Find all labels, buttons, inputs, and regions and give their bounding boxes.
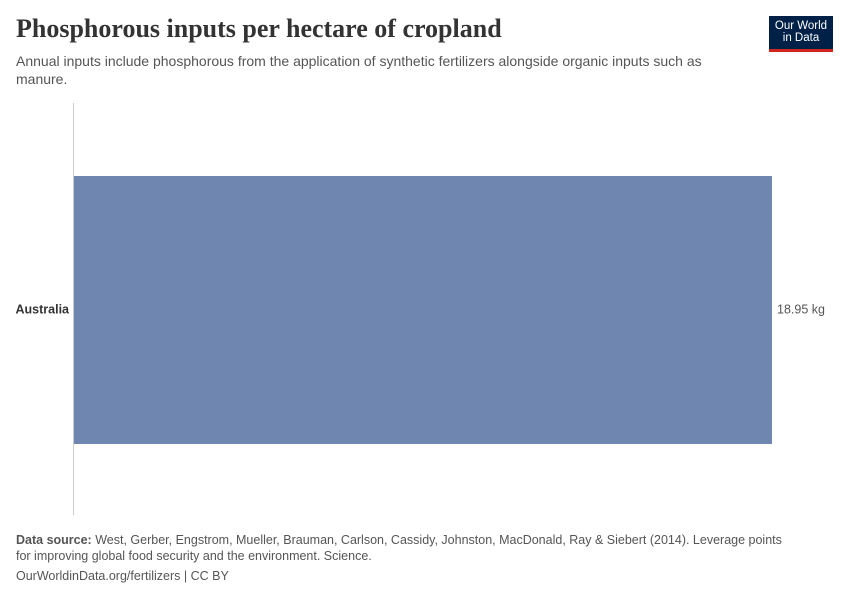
chart-title: Phosphorous inputs per hectare of cropla… bbox=[16, 14, 502, 43]
value-label: 18.95 kg bbox=[777, 302, 825, 316]
source-text: West, Gerber, Engstrom, Mueller, Brauman… bbox=[16, 533, 782, 563]
source: Data source: West, Gerber, Engstrom, Mue… bbox=[16, 532, 796, 564]
y-tick-label: Australia bbox=[16, 302, 71, 316]
chart: Australia 18.95 kg bbox=[16, 103, 825, 515]
footer: OurWorldinData.org/fertilizers | CC BY bbox=[16, 569, 229, 583]
bar bbox=[74, 176, 772, 444]
logo-text: in Data bbox=[782, 32, 820, 44]
source-label: Data source: bbox=[16, 533, 92, 547]
chart-subtitle: Annual inputs include phosphorous from t… bbox=[16, 53, 702, 87]
logo[interactable]: Our World in Data bbox=[769, 16, 833, 52]
logo-text: Our World bbox=[774, 20, 828, 32]
